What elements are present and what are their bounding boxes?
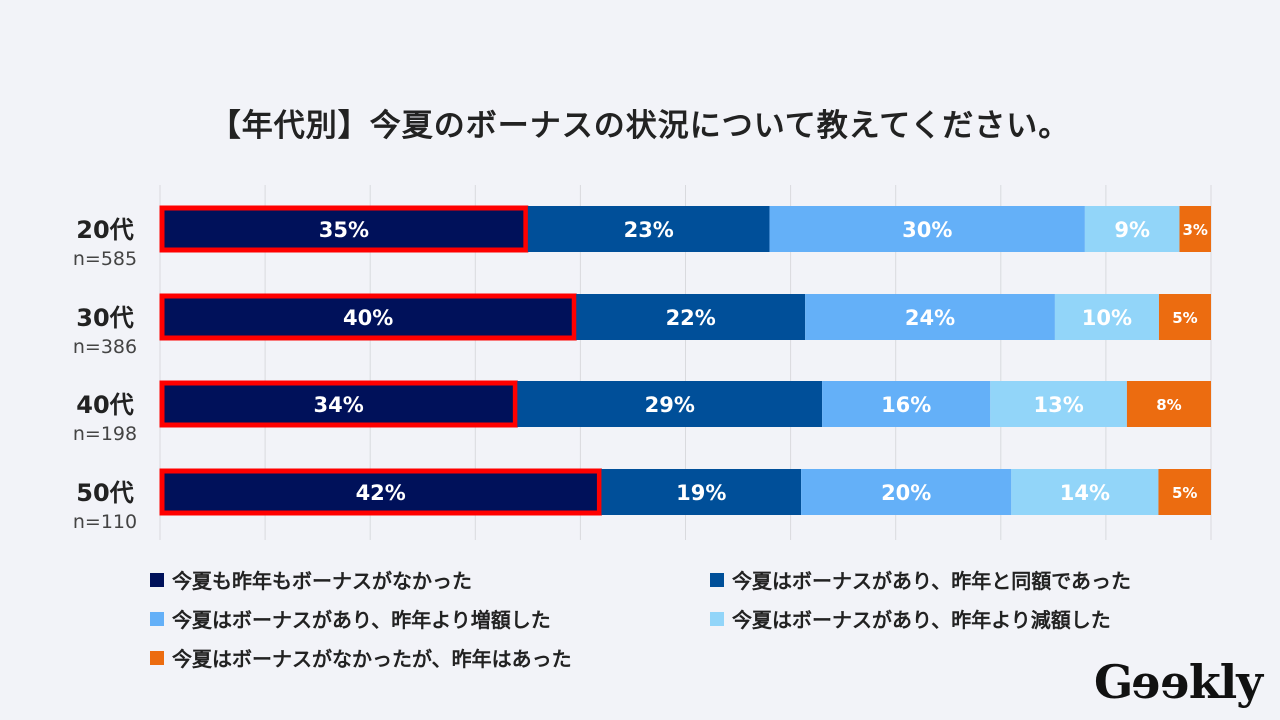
legend-swatch [150,611,164,626]
legend-swatch [710,611,724,626]
legend-swatch [150,572,164,587]
bar-segment [517,381,823,427]
legend-label: 今夏はボーナスがなかったが、昨年はあった [172,647,572,671]
highlight-outline [159,468,602,516]
bar-segment [576,294,806,340]
highlight-outline [159,293,577,341]
legend-label: 今夏はボーナスがあり、昨年と同額であった [732,569,1131,593]
bar-segment [1158,294,1211,340]
category-label: 20代 [76,216,133,244]
bar-segment [1054,294,1159,340]
data-label: 40% [343,306,393,330]
bar-segment [160,206,528,252]
legend-item: 今夏はボーナスがなかったが、昨年はあった [150,643,572,672]
bar-segment [1158,469,1211,515]
data-label: 19% [676,481,726,505]
data-label: 22% [666,306,716,330]
geekly-logo: Geekly [1094,655,1263,709]
highlight-outline [159,205,529,253]
bar-segment [801,469,1012,515]
legend-item: 今夏はボーナスがあり、昨年より増額した [150,604,551,633]
bar-segment [160,294,577,340]
sample-size-label: n=198 [73,423,137,445]
sample-size-label: n=110 [73,511,137,533]
bar-segment [822,381,991,427]
data-label: 13% [1033,393,1083,417]
legend-item: 今夏はボーナスがあり、昨年より減額した [710,604,1111,633]
data-label: 29% [645,393,695,417]
legend-swatch [150,650,164,665]
data-label: 24% [905,306,955,330]
data-label: 16% [881,393,931,417]
data-label: 34% [314,393,364,417]
data-label: 23% [624,218,674,242]
bar-segment [1011,469,1159,515]
highlight-outline [159,380,518,428]
data-label: 9% [1114,218,1150,242]
bar-segment [1126,381,1211,427]
bar-segment [527,206,770,252]
bar-segment [990,381,1127,427]
data-label: 30% [902,218,952,242]
bar-segment [805,294,1055,340]
data-label: 42% [356,481,406,505]
stacked-bar-chart: 20代 n=585 35% 23% 30% 9% 3% 30代 n=386 40% 22% 24% 10… [73,185,1212,540]
sample-size-label: n=585 [73,248,137,270]
data-label: 5% [1172,309,1197,327]
data-label: 20% [881,481,931,505]
legend-label: 今夏はボーナスがあり、昨年より減額した [732,608,1111,632]
bar-segment [1179,206,1211,252]
category-label: 50代 [76,479,133,507]
data-label: 3% [1183,221,1208,239]
chart-title: 【年代別】今夏のボーナスの状況について教えてください。 [209,108,1071,144]
legend-swatch [710,572,724,587]
bar-segment [601,469,802,515]
data-label: 5% [1172,484,1197,502]
data-label: 8% [1156,396,1181,414]
legend-label: 今夏はボーナスがあり、昨年より増額した [172,608,551,632]
category-label: 30代 [76,304,133,332]
bar-segment [160,469,602,515]
legend-item: 今夏も昨年もボーナスがなかった [150,565,472,594]
legend-label: 今夏も昨年もボーナスがなかった [172,569,472,593]
legend-item: 今夏はボーナスがあり、昨年と同額であった [710,565,1131,594]
data-label: 10% [1082,306,1132,330]
data-label: 14% [1060,481,1110,505]
bar-segment [1084,206,1180,252]
bar-segment [160,381,518,427]
bar-segment [769,206,1085,252]
sample-size-label: n=386 [73,336,137,358]
data-label: 35% [319,218,369,242]
category-label: 40代 [76,391,133,419]
